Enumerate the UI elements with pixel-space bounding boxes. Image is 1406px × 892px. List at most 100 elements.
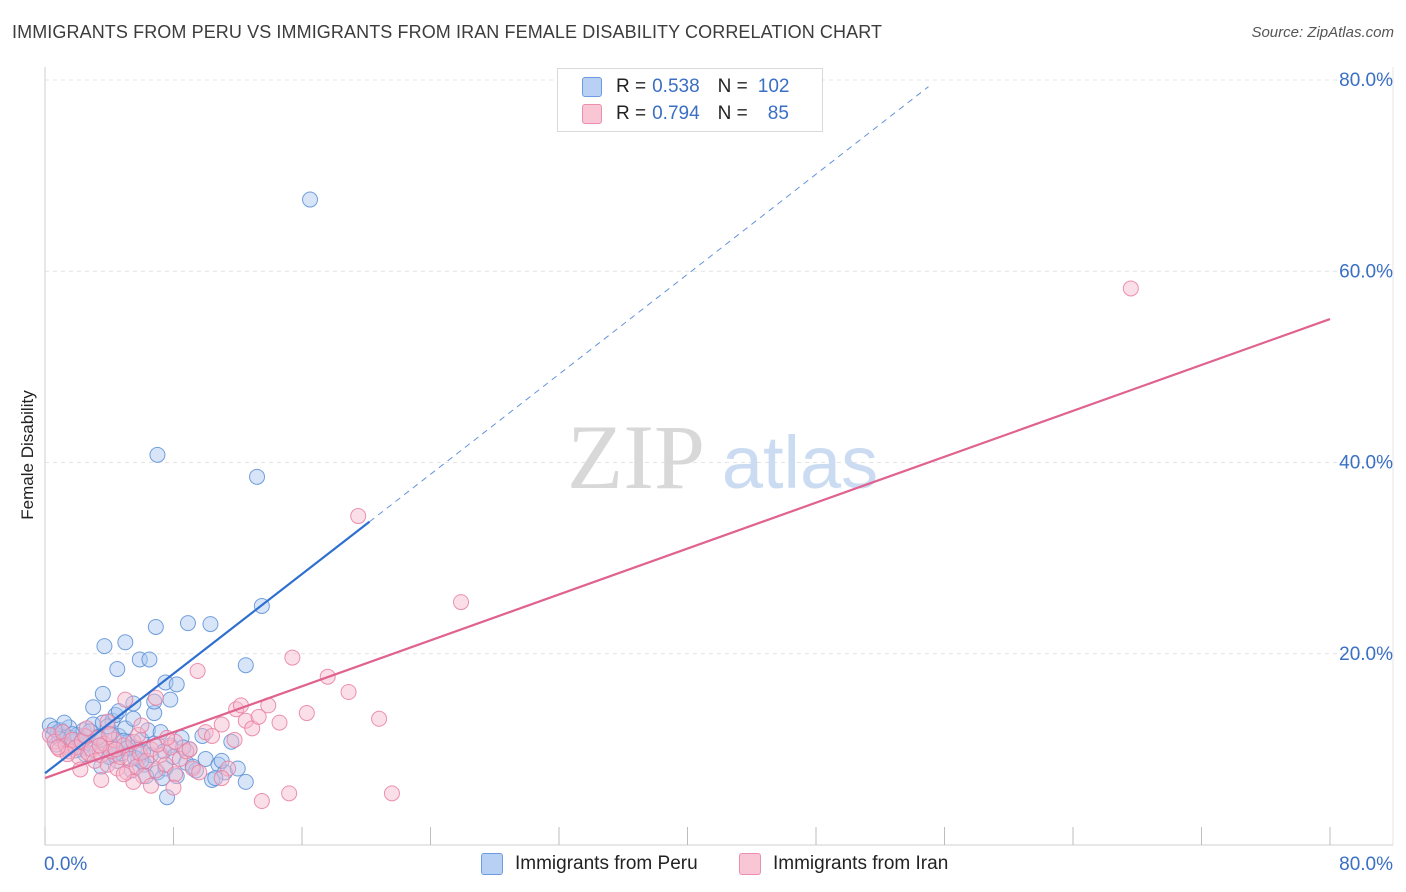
peru-r-label: R = [616, 76, 647, 97]
iran-point [165, 779, 182, 796]
peru-r-value: 0.538 [652, 76, 700, 97]
iran-point [189, 662, 206, 679]
iran-point [49, 739, 66, 756]
grid-layer [45, 79, 1393, 655]
iran-point [143, 741, 160, 758]
peru-point [131, 651, 148, 668]
trend-lines [44, 86, 1331, 780]
iran-point [99, 756, 116, 773]
peru-point [207, 770, 224, 787]
iran-point [250, 708, 267, 725]
tick-labels: 20.0% 40.0% 60.0% 80.0% 0.0% 80.0% [44, 70, 1393, 875]
iran-swatch [582, 104, 602, 124]
iran-point [253, 793, 270, 810]
iran-point [157, 756, 174, 773]
y-tick-label: 80.0% [1339, 70, 1393, 91]
x-tick-label: 80.0% [1339, 854, 1393, 875]
peru-points [41, 191, 319, 806]
peru-point [149, 446, 166, 463]
peru-point [179, 615, 196, 632]
bottom-legend-iran[interactable]: Immigrants from Iran [739, 852, 948, 876]
iran-point [117, 691, 134, 708]
iran-point [101, 726, 118, 743]
iran-point [371, 710, 388, 727]
peru-point [141, 651, 158, 668]
y-tick-label: 20.0% [1339, 644, 1393, 665]
peru-point [96, 638, 113, 655]
iran-point [91, 737, 108, 754]
iran-point [147, 689, 164, 706]
iran-point [1122, 280, 1139, 297]
iran-point [340, 684, 357, 700]
chart-title: IMMIGRANTS FROM PERU VS IMMIGRANTS FROM … [12, 22, 883, 42]
peru-point [159, 789, 176, 806]
watermark-atlas: atlas [722, 421, 878, 504]
watermark-zip: ZIP [567, 406, 705, 508]
iran-n-value: 85 [767, 103, 789, 124]
peru-point [117, 634, 134, 651]
iran-point [284, 649, 301, 666]
iran-point [271, 714, 288, 731]
source-credit: Source: ZipAtlas.com [1251, 24, 1394, 41]
iran-point [181, 741, 198, 758]
x-tick-label: 0.0% [44, 854, 87, 875]
iran-point [220, 760, 237, 777]
y-tick-label: 60.0% [1339, 261, 1393, 282]
iran-r-value: 0.794 [652, 103, 700, 124]
peru-point [139, 722, 156, 739]
iran-point [383, 785, 400, 802]
peru-point [94, 685, 111, 702]
peru-point [109, 661, 126, 678]
iran-point [298, 705, 315, 722]
peru-n-label: N = [717, 76, 748, 97]
iran-point [115, 766, 132, 783]
peru-point [229, 760, 246, 777]
iran-trend-line [44, 318, 1331, 780]
bottom-legend-peru[interactable]: Immigrants from Peru [481, 852, 698, 876]
iran-point [147, 762, 164, 779]
iran-point [453, 594, 470, 611]
iran-point [167, 766, 184, 783]
legend-row-iran: R = 0.794 N = 85 [582, 102, 789, 126]
iran-point [133, 717, 150, 734]
peru-point [249, 468, 266, 485]
iran-point [167, 733, 184, 750]
peru-point [302, 191, 319, 208]
peru-n-value: 102 [757, 76, 790, 97]
iran-legend-swatch [739, 853, 761, 875]
iran-n-label: N = [717, 103, 748, 124]
peru-point [202, 616, 219, 633]
peru-trend-line [44, 520, 371, 775]
legend-row-peru: R = 0.538 N = 102 [582, 75, 789, 99]
peru-point [147, 618, 164, 635]
iran-point [143, 777, 160, 794]
peru-legend-label: Immigrants from Peru [515, 853, 698, 874]
iran-point [93, 771, 110, 788]
axis-layer [44, 67, 1394, 846]
peru-point [85, 699, 102, 716]
peru-point [237, 657, 254, 674]
iran-r-label: R = [616, 103, 647, 124]
peru-point [237, 773, 254, 790]
peru-legend-swatch [481, 853, 503, 875]
correlation-legend: R = 0.538 N = 102 R = 0.794 N = 85 [557, 68, 823, 132]
iran-point [226, 731, 243, 748]
iran-point [350, 508, 367, 525]
iran-point [213, 716, 230, 733]
peru-swatch [582, 77, 602, 97]
iran-point [128, 758, 145, 775]
iran-point [99, 713, 116, 730]
iran-point [213, 770, 230, 787]
watermark: ZIP atlas [567, 406, 878, 508]
y-tick-label: 40.0% [1339, 453, 1393, 474]
iran-points [41, 280, 1139, 810]
peru-point [168, 676, 185, 693]
peru-trend-extension [369, 86, 929, 523]
iran-point [204, 727, 221, 744]
iran-point [130, 727, 147, 744]
iran-point [78, 720, 95, 737]
iran-legend-label: Immigrants from Iran [773, 853, 949, 874]
iran-point [281, 785, 298, 802]
peru-point [162, 691, 179, 708]
